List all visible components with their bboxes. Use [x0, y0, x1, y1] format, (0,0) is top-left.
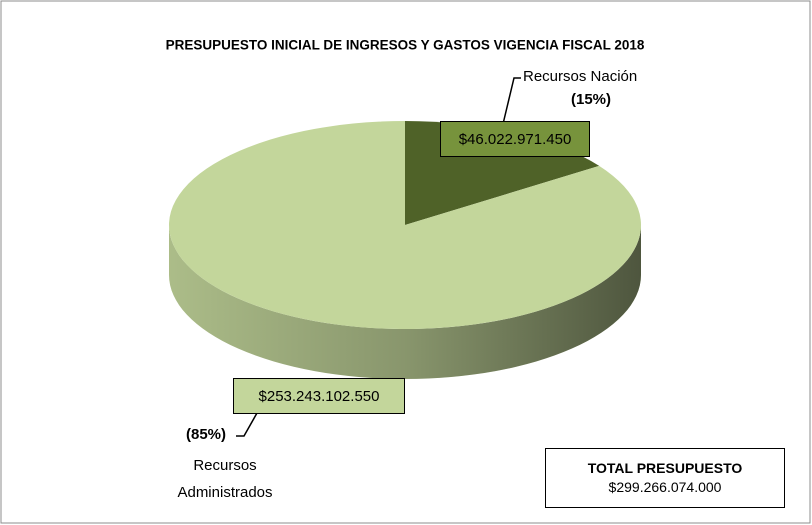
- value-label: $253.243.102.550: [233, 378, 405, 414]
- pie: [168, 121, 642, 379]
- pie-side-shade: [169, 225, 641, 379]
- leader-line: [502, 77, 521, 125]
- pie-slice: [168, 121, 642, 330]
- percent-label: (85%): [186, 426, 227, 443]
- percent-label: (15%): [571, 91, 612, 108]
- category-label: Recursos Administrados: [177, 457, 273, 501]
- total-title: TOTAL PRESUPUESTO: [587, 460, 743, 476]
- chart-title: PRESUPUESTO INICIAL DE INGRESOS Y GASTOS…: [166, 38, 645, 53]
- total-box: TOTAL PRESUPUESTO $299.266.074.000: [545, 448, 785, 508]
- leader-line: [236, 412, 258, 437]
- category-label: Recursos Nación: [523, 68, 638, 85]
- value-label: $46.022.971.450: [440, 121, 590, 157]
- total-value: $299.266.074.000: [608, 479, 722, 495]
